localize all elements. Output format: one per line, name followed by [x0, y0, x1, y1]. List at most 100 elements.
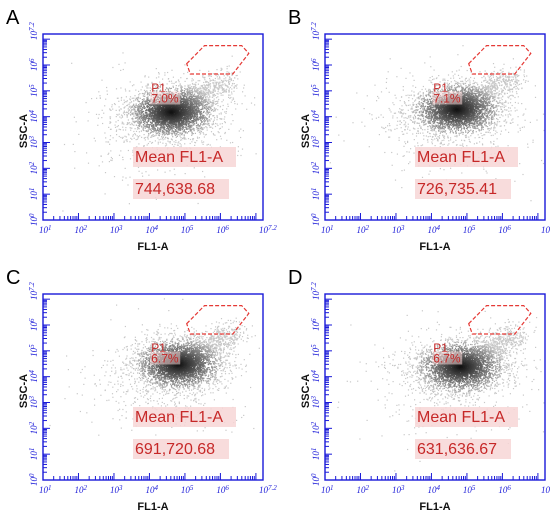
- x-tick-label: 106: [216, 224, 229, 235]
- y-tick-label: 102: [310, 421, 321, 434]
- x-tick-label: 104: [145, 224, 158, 235]
- y-axis-label: SSC-A: [300, 114, 312, 148]
- x-tick-label: 107.2: [259, 484, 277, 495]
- x-tick-label: 104: [427, 224, 440, 235]
- y-tick-label: 101: [28, 448, 39, 461]
- x-tick-label: 105: [463, 484, 476, 495]
- panel-letter: A: [6, 7, 20, 29]
- x-tick-label: 101: [39, 484, 52, 495]
- x-tick-label: 107.2: [541, 484, 550, 495]
- y-tick-label: 103: [310, 396, 321, 409]
- axis-ticks: [42, 38, 257, 221]
- x-tick-label: 102: [356, 224, 369, 235]
- mean-value: 631,636.67: [417, 441, 497, 458]
- axis-ticks: [324, 298, 539, 481]
- mean-value: 744,638.68: [135, 181, 215, 198]
- x-tick-label: 107.2: [541, 224, 550, 235]
- y-tick-label: 103: [310, 136, 321, 149]
- gate-percent-label: 6.7%: [433, 351, 461, 365]
- mean-value-box: [415, 179, 511, 199]
- y-axis-label: SSC-A: [18, 114, 30, 148]
- y-tick-label: 107.2: [28, 282, 39, 300]
- x-axis-label: FL1-A: [419, 501, 450, 513]
- x-axis-label: FL1-A: [137, 241, 168, 253]
- x-tick-label: 102: [74, 484, 87, 495]
- event-density-cloud: [329, 45, 545, 202]
- y-tick-label: 100: [310, 473, 321, 486]
- x-tick-label: 103: [392, 484, 405, 495]
- y-tick-label: 104: [28, 110, 39, 123]
- y-tick-label: 106: [28, 318, 39, 331]
- axis-ticks: [324, 38, 539, 221]
- mean-label: Mean FL1-A: [135, 409, 223, 426]
- panel-b: B101102103104105106107.21001011021031041…: [288, 7, 550, 253]
- y-tick-label: 106: [28, 58, 39, 71]
- mean-label-box: [415, 407, 518, 427]
- p1-gate-polygon: [186, 305, 250, 335]
- mean-value-box: [133, 179, 229, 199]
- y-tick-label: 105: [310, 84, 321, 97]
- p1-gate-polygon: [468, 44, 532, 75]
- gate-percent-label: 6.7%: [151, 351, 179, 365]
- y-axis-label: SSC-A: [300, 374, 312, 408]
- x-axis-label: FL1-A: [137, 501, 168, 513]
- x-tick-label: 103: [110, 484, 123, 495]
- mean-label-box: [133, 147, 236, 167]
- x-tick-label: 103: [110, 224, 123, 235]
- y-tick-label: 107.2: [28, 22, 39, 40]
- x-tick-label: 101: [321, 224, 334, 235]
- y-tick-label: 100: [28, 213, 39, 226]
- x-tick-label: 107.2: [259, 224, 277, 235]
- x-tick-label: 104: [145, 484, 158, 495]
- x-tick-label: 105: [181, 484, 194, 495]
- mean-value: 691,720.68: [135, 441, 215, 458]
- y-tick-label: 104: [28, 370, 39, 383]
- mean-value-box: [133, 439, 229, 459]
- y-tick-label: 102: [28, 421, 39, 434]
- y-tick-label: 100: [28, 473, 39, 486]
- x-tick-label: 103: [392, 224, 405, 235]
- x-tick-label: 106: [498, 484, 511, 495]
- p1-gate-polygon: [468, 305, 532, 335]
- x-tick-label: 105: [181, 224, 194, 235]
- mean-label: Mean FL1-A: [417, 149, 505, 166]
- y-axis-label: SSC-A: [18, 374, 30, 408]
- x-tick-label: 105: [463, 224, 476, 235]
- y-tick-label: 101: [310, 188, 321, 201]
- panel-d: D101102103104105106107.21001011021031041…: [288, 267, 550, 513]
- y-tick-label: 107.2: [310, 282, 321, 300]
- gate-percent-label: 7.0%: [151, 91, 179, 105]
- y-tick-label: 106: [310, 58, 321, 71]
- x-tick-label: 106: [498, 224, 511, 235]
- y-tick-label: 103: [28, 396, 39, 409]
- mean-label: Mean FL1-A: [417, 409, 505, 426]
- gate-percent-label: 7.1%: [433, 91, 461, 105]
- mean-value: 726,735.41: [417, 181, 497, 198]
- x-axis-label: FL1-A: [419, 241, 450, 253]
- mean-value-box: [415, 439, 511, 459]
- y-tick-label: 104: [310, 110, 321, 123]
- y-tick-label: 103: [28, 136, 39, 149]
- y-tick-label: 102: [28, 161, 39, 174]
- y-tick-label: 105: [310, 344, 321, 357]
- mean-label-box: [415, 147, 518, 167]
- y-tick-label: 102: [310, 161, 321, 174]
- x-tick-label: 101: [39, 224, 52, 235]
- panel-letter: D: [288, 267, 302, 289]
- y-tick-label: 105: [28, 344, 39, 357]
- y-tick-label: 105: [28, 84, 39, 97]
- panel-letter: C: [6, 267, 20, 289]
- p1-gate-polygon: [186, 44, 250, 75]
- y-tick-label: 101: [310, 448, 321, 461]
- x-tick-label: 101: [321, 484, 334, 495]
- x-tick-label: 102: [74, 224, 87, 235]
- x-tick-label: 104: [427, 484, 440, 495]
- x-tick-label: 102: [356, 484, 369, 495]
- panel-letter: B: [288, 7, 301, 29]
- y-tick-label: 107.2: [310, 22, 321, 40]
- mean-label: Mean FL1-A: [135, 149, 223, 166]
- axis-ticks: [42, 298, 257, 481]
